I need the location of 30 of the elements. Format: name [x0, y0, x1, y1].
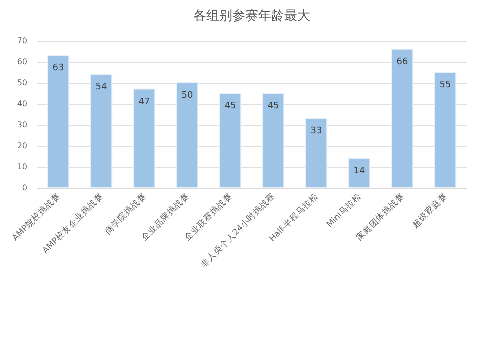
bar	[90, 74, 113, 188]
data-label: 54	[96, 82, 108, 93]
data-label: 45	[224, 102, 236, 112]
bar	[391, 48, 414, 188]
data-label: 63	[52, 64, 64, 74]
bar	[348, 158, 371, 188]
y-tick-label: 0	[22, 184, 28, 192]
bar	[305, 118, 328, 188]
chart-title: 各组别参赛年龄最大	[194, 8, 310, 24]
y-tick-label: 10	[17, 162, 28, 172]
bar	[133, 88, 156, 188]
data-label: 47	[138, 97, 150, 108]
y-tick-label: 20	[17, 142, 28, 150]
y-tick-label: 30	[17, 120, 28, 130]
bar	[434, 72, 457, 188]
bar	[47, 55, 70, 188]
data-label: 45	[268, 102, 280, 112]
data-label: 50	[182, 91, 194, 101]
y-tick-label: 70	[17, 36, 28, 46]
x-tick-label: 超级家庭赛	[410, 190, 450, 231]
y-tick-label: 40	[17, 100, 28, 108]
bar	[262, 93, 285, 188]
y-tick-label: 50	[17, 78, 28, 88]
bar	[176, 82, 199, 188]
data-label: 55	[440, 80, 452, 90]
data-label: 66	[396, 57, 408, 68]
data-label: 33	[310, 126, 322, 137]
data-label: 14	[354, 166, 366, 177]
bar	[219, 93, 242, 188]
y-tick-label: 60	[17, 58, 28, 66]
